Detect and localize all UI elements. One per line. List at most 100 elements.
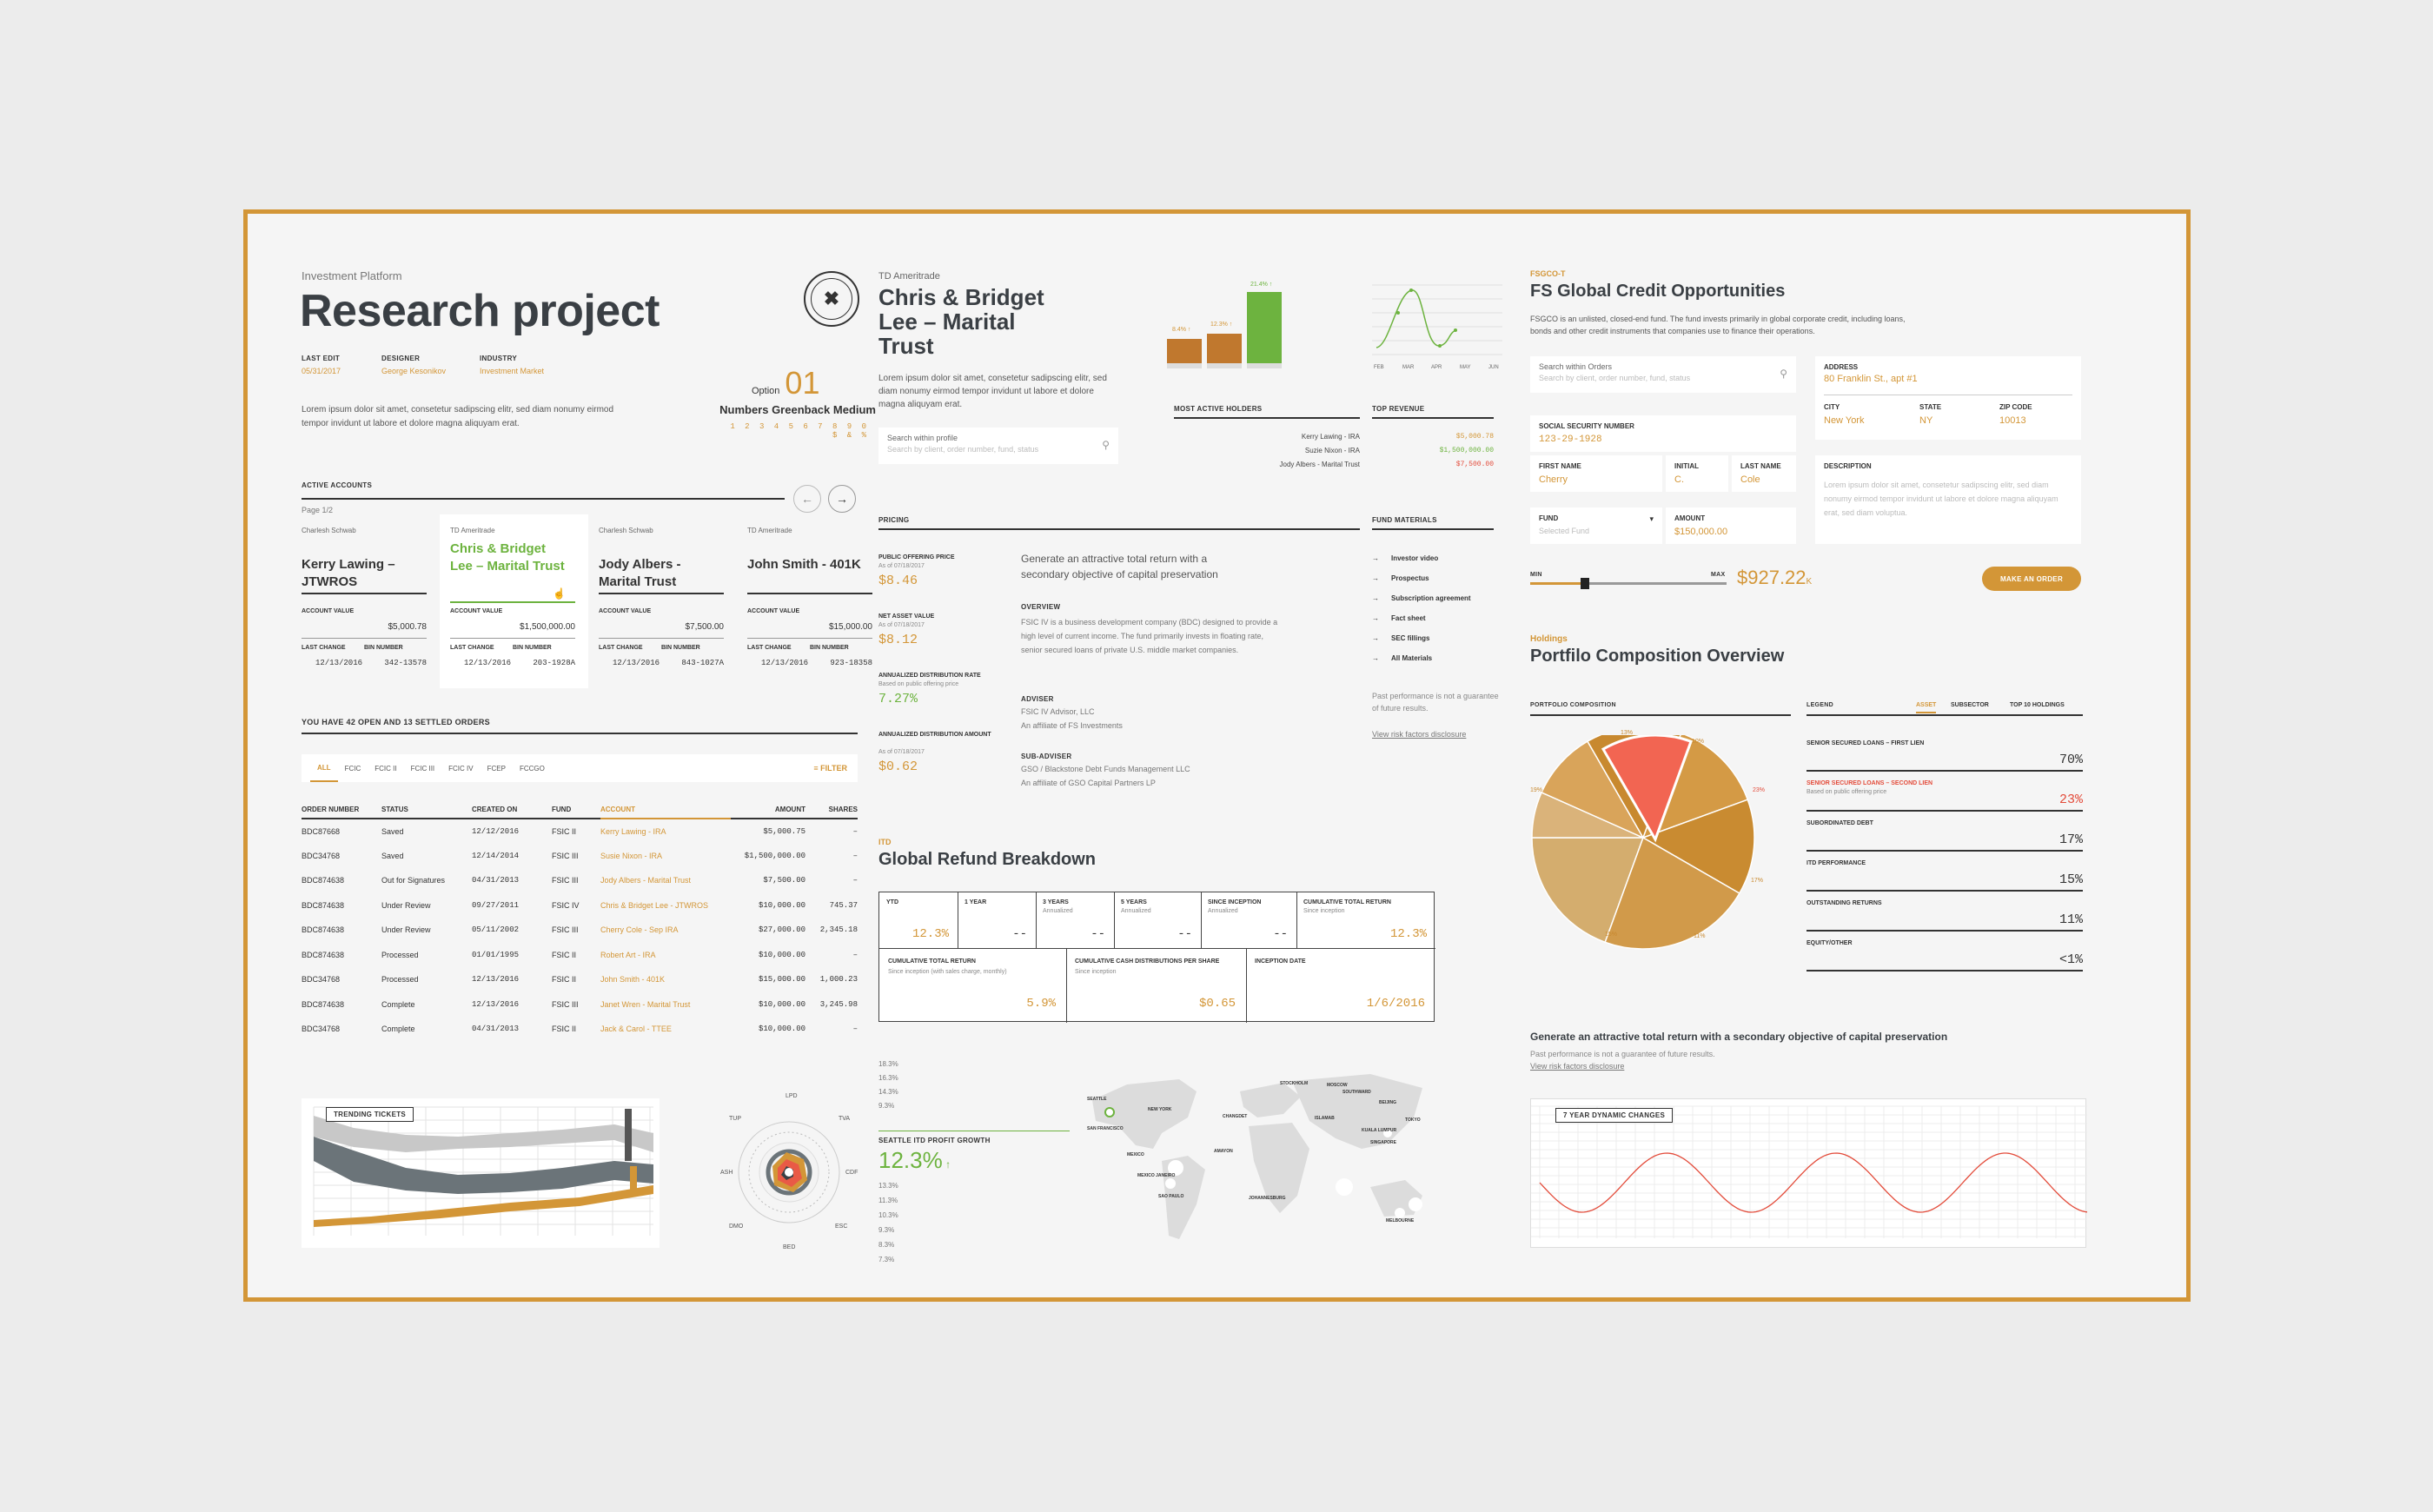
holdings-tab[interactable]: ASSET xyxy=(1916,702,1937,713)
map-marker[interactable] xyxy=(1383,1129,1392,1137)
table-row[interactable]: BDC34768 Complete 04/31/2013 FSIC II Jack & … xyxy=(302,1017,858,1042)
bar-chart-svg xyxy=(1167,292,1282,368)
filter-tab[interactable]: ALL xyxy=(310,754,338,782)
meta-label: LAST EDIT xyxy=(302,355,341,362)
orders-search-input[interactable]: Search within Orders Search by client, o… xyxy=(1530,356,1796,393)
ssn-field[interactable]: SOCIAL SECURITY NUMBER 123-29-1928 xyxy=(1530,415,1796,452)
table-cell: 2,345.18 xyxy=(819,925,858,935)
material-label: Fact sheet xyxy=(1391,614,1426,622)
map-marker-seattle[interactable] xyxy=(1104,1107,1115,1117)
prev-arrow-button[interactable]: ← xyxy=(793,485,821,513)
growth-scale: 11.3% xyxy=(878,1197,898,1204)
amount-field[interactable]: AMOUNT $150,000.00 xyxy=(1666,507,1796,544)
amount-value: $150,000.00 xyxy=(1674,527,1728,537)
column-header[interactable]: AMOUNT xyxy=(731,801,805,819)
table-cell: Complete xyxy=(381,999,415,1009)
holdings-tab[interactable]: SUBSECTOR xyxy=(1951,702,1989,708)
filter-tab[interactable]: FCEP xyxy=(487,764,506,773)
table-row[interactable]: BDC874638 Under Review 09/27/2011 FSIC IV Ch… xyxy=(302,893,858,918)
material-link[interactable]: → Investor video xyxy=(1372,554,1438,562)
filter-button[interactable]: ≡ FILTER xyxy=(813,764,847,773)
slice-label: 10% xyxy=(1692,739,1705,745)
account-card[interactable]: Charlesh Schwab Kerry Lawing – JTWROS ACCO… xyxy=(291,514,440,688)
map-marker[interactable] xyxy=(1395,1208,1405,1218)
column-header[interactable]: ACCOUNT xyxy=(600,801,731,819)
column-header[interactable]: CREATED ON xyxy=(472,801,552,819)
address-field[interactable]: ADDRESS 80 Franklin St., apt #1 CITY New… xyxy=(1815,356,2081,440)
material-link[interactable]: → Subscription agreement xyxy=(1372,594,1471,602)
pricing-headline: Generate an attractive total return with… xyxy=(1021,553,1218,580)
meta-value: George Kesonikov xyxy=(381,367,447,375)
table-row[interactable]: BDC874638 Out for Signatures 04/31/2013 FSI… xyxy=(302,868,858,893)
city-label: JOHANNESBURG xyxy=(1249,1196,1286,1201)
material-link[interactable]: → Fact sheet xyxy=(1372,614,1426,622)
column-header[interactable]: ORDER NUMBER xyxy=(302,801,381,819)
fund-label: FUND xyxy=(1539,514,1559,522)
material-link[interactable]: → Prospectus xyxy=(1372,574,1429,582)
amount-slider[interactable] xyxy=(1530,578,1727,589)
table-row[interactable]: BDC874638 Under Review 05/11/2002 FSIC III C… xyxy=(302,918,858,943)
first-name-label: FIRST NAME xyxy=(1539,462,1581,470)
table-cell: $10,000.00 xyxy=(758,999,805,1009)
growth-value: 12.3% ↑ xyxy=(878,1147,951,1174)
table-row[interactable]: BDC874638 Processed 01/01/1995 FSIC II Rober… xyxy=(302,943,858,968)
bar xyxy=(1247,292,1282,368)
refund-value: 5.9% xyxy=(1026,997,1056,1011)
account-broker: TD Ameritrade xyxy=(747,527,792,534)
column-header[interactable]: SHARES xyxy=(805,801,858,819)
profile-search-input[interactable]: Search within profile Search by client, … xyxy=(878,428,1118,464)
search-icon: ⚲ xyxy=(1780,368,1787,380)
initial-field[interactable]: INITIAL C. xyxy=(1666,455,1728,492)
table-cell: – xyxy=(852,1025,858,1034)
filter-tab[interactable]: FCIC II xyxy=(375,764,397,773)
table-cell: 12/14/2014 xyxy=(472,851,520,860)
divider xyxy=(302,498,785,500)
account-name: Jody Albers - Marital Trust xyxy=(599,557,681,589)
ssn-label: SOCIAL SECURITY NUMBER xyxy=(1539,422,1634,430)
column-header[interactable]: STATUS xyxy=(381,801,472,819)
map-marker[interactable] xyxy=(1409,1197,1422,1211)
table-row[interactable]: BDC874638 Complete 12/13/2016 FSIC III Janet… xyxy=(302,992,858,1018)
bar-base xyxy=(1207,363,1242,368)
filter-tab[interactable]: FCCGO xyxy=(519,764,545,773)
filter-tab[interactable]: FCIC III xyxy=(410,764,435,773)
table-cell: BDC874638 xyxy=(302,900,345,910)
holdings-tab[interactable]: TOP 10 HOLDINGS xyxy=(2010,702,2065,708)
slider-handle[interactable] xyxy=(1581,578,1590,589)
filter-tab[interactable]: FCIC xyxy=(344,764,361,773)
trend-marker xyxy=(630,1166,637,1192)
legend-label: SUBORDINATED DEBT xyxy=(1807,820,1873,826)
table-cell: $5,000.75 xyxy=(763,826,805,836)
filter-tab[interactable]: FCIC IV xyxy=(448,764,474,773)
map-marker[interactable] xyxy=(1168,1160,1183,1176)
description-placeholder: Lorem ipsum dolor sit amet, consetetur s… xyxy=(1824,481,2058,517)
next-arrow-button[interactable]: → xyxy=(828,485,856,513)
world-map: SEATTLE NEW YORK SAN FRANCISCO MEXICO MEXICO… xyxy=(1075,1065,1440,1248)
account-card[interactable]: Charlesh Schwab Jody Albers - Marital Tru… xyxy=(588,514,737,688)
table-row[interactable]: BDC34768 Saved 12/14/2014 FSIC III Susie Nix… xyxy=(302,844,858,869)
account-card[interactable]: TD Ameritrade John Smith - 401K ACCOUNT VA… xyxy=(737,514,885,688)
make-order-button[interactable]: MAKE AN ORDER xyxy=(1982,567,2081,591)
divider xyxy=(1530,714,1791,716)
description-field[interactable]: DESCRIPTION Lorem ipsum dolor sit amet, … xyxy=(1815,455,2081,544)
account-card[interactable]: TD Ameritrade Chris & Bridget Lee – Marit… xyxy=(440,514,588,688)
map-marker[interactable] xyxy=(1336,1178,1353,1196)
material-link[interactable]: → All Materials xyxy=(1372,654,1432,662)
column-header[interactable]: FUND xyxy=(552,801,600,819)
divider xyxy=(1807,714,2083,716)
pie-slice-highlight xyxy=(1601,733,1693,843)
revenue-title: TOP REVENUE xyxy=(1372,405,1425,413)
first-name-field[interactable]: FIRST NAME Cherry xyxy=(1530,455,1662,492)
fund-select[interactable]: FUND Selected Fund ▾ xyxy=(1530,507,1662,544)
last-name-field[interactable]: LAST NAME Cole xyxy=(1732,455,1796,492)
material-link[interactable]: → SEC fillings xyxy=(1372,634,1429,642)
map-marker[interactable] xyxy=(1165,1178,1176,1189)
pie-svg xyxy=(1531,726,1755,950)
table-row[interactable]: BDC87668 Saved 12/12/2016 FSIC II Kerry Lawi… xyxy=(302,819,858,844)
continent-africa xyxy=(1249,1123,1309,1213)
dynamic-risk-link[interactable]: View risk factors disclosure xyxy=(1530,1062,1625,1071)
risk-disclosure-link[interactable]: View risk factors disclosure xyxy=(1372,730,1467,739)
table-cell: BDC874638 xyxy=(302,876,345,885)
table-row[interactable]: BDC34768 Processed 12/13/2016 FSIC II John S… xyxy=(302,967,858,992)
radar-svg xyxy=(738,1121,840,1224)
